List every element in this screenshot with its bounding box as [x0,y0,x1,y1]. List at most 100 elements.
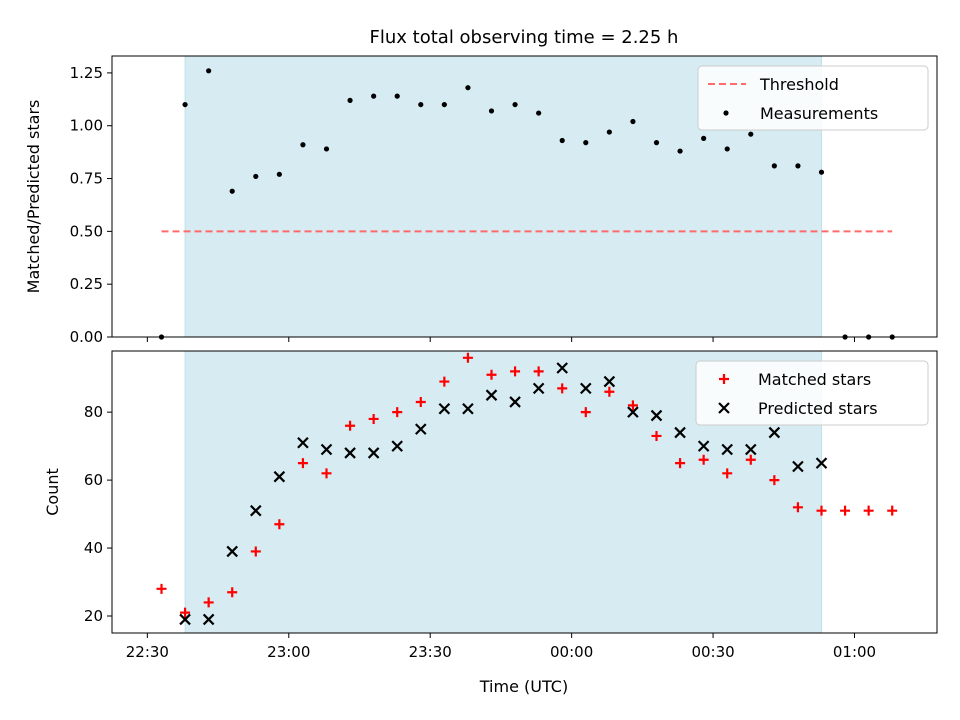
y-tick-label: 40 [84,539,103,557]
legend-label: Matched stars [758,370,871,389]
legend-box [695,360,929,426]
predicted-stars-point [344,447,356,459]
predicted-stars-point [532,382,545,395]
measurements-point [206,68,212,74]
predicted-stars-point [745,443,757,456]
matched-stars-point [863,505,874,516]
predicted-stars-point [273,470,286,483]
y-axis-label: Matched/Predicted stars [24,100,43,294]
legend-marker [719,374,729,384]
legend-label: Measurements [760,104,878,123]
measurements-point [253,173,259,180]
predicted-stars-point [462,402,474,415]
measurements-point [795,163,801,169]
predicted-stars-point [226,545,238,558]
matched-stars-point [180,607,191,618]
x-axis-label: Time (UTC) [479,677,568,696]
predicted-stars-point [391,440,403,452]
measurements-point [818,169,825,175]
y-tick-label: 1.25 [70,64,103,82]
measurements-point [441,101,447,108]
measurements-point [748,131,754,137]
measurements-point [771,163,777,169]
x-tick-label: 22:30 [126,643,169,661]
matched-stars-point [392,407,403,418]
matched-stars-point [887,505,898,516]
y-tick-label: 1.00 [70,117,103,135]
predicted-stars-point [815,457,828,469]
predicted-stars-point [367,447,380,459]
predicted-stars-point [650,409,663,422]
matched-stars-point [627,400,638,411]
matched-stars-point [439,376,450,387]
top-panel: 0.00 0.25 0.50 0.75 1.00 1.25 Matched/Predicte… [24,55,938,346]
measurements-point [182,101,188,108]
matched-stars-point [722,468,733,479]
matched-stars-point [651,430,662,441]
matched-stars-point [297,458,308,469]
predicted-stars-point [297,436,309,449]
y-tick-label: 80 [84,403,103,421]
measurements-point [724,146,730,152]
predicted-stars-point [179,613,191,626]
legend-marker [718,402,730,414]
axes-frame [111,350,938,634]
predicted-stars-point [627,406,639,418]
axes-frame [111,55,938,338]
matched-stars-point [345,420,356,431]
matched-stars-point [769,475,780,486]
measurements-point [394,93,400,99]
x-tick-label: 23:00 [267,643,310,661]
measurements-point [512,101,518,108]
chart-title: Flux total observing time = 2.25 h [370,27,679,48]
predicted-stars-point [768,426,781,439]
predicted-stars-point [202,613,215,626]
measurements-point [677,148,683,154]
matched-stars-point [816,505,827,516]
measurements-point [536,110,542,116]
matched-stars-point [792,502,803,513]
legend-box [697,65,929,131]
measurements-point [323,146,330,152]
predicted-stars-point [603,375,616,388]
measurements-point [630,118,636,125]
matched-stars-point [533,366,544,377]
predicted-stars-point [438,402,451,415]
measurements-point [465,85,471,91]
x-tick-label: 23:30 [409,643,452,661]
y-tick-label: 60 [84,471,103,489]
x-tick-label: 00:00 [550,643,593,661]
y-tick-label: 0.00 [70,328,103,346]
measurements-point [653,140,660,146]
matched-stars-point [840,505,851,516]
legend-label: Threshold [759,75,839,94]
predicted-stars-point [485,389,498,401]
measurements-point [583,140,589,146]
y-tick-label: 0.50 [70,222,103,240]
predicted-stars-point [509,396,521,408]
measurements-point [559,137,565,144]
measurements-point [300,142,306,148]
y-tick-label: 0.75 [70,170,103,188]
matched-stars-point [698,454,709,465]
x-tick-label: 01:00 [833,643,876,661]
measurements-point [347,97,353,103]
predicted-stars-point [721,443,733,456]
predicted-stars-point [697,440,710,452]
bottom-panel: 22:30 23:00 23:30 00:00 00:30 01:00 20 40 60 80 Co… [43,350,938,661]
matched-stars-point [557,383,568,394]
matched-stars-point [604,386,615,397]
predicted-stars-point [580,382,592,395]
matched-stars-point [486,369,497,380]
measurements-point [418,101,424,108]
predicted-stars-point [250,504,262,517]
matched-stars-point [675,458,686,469]
matched-stars-point [368,413,379,424]
y-tick-label: 0.25 [70,275,103,293]
measurements-point [371,93,377,99]
predicted-stars-point [320,443,333,456]
predicted-stars-point [556,362,568,374]
matched-stars-point [462,352,473,363]
matched-stars-point [227,587,238,598]
